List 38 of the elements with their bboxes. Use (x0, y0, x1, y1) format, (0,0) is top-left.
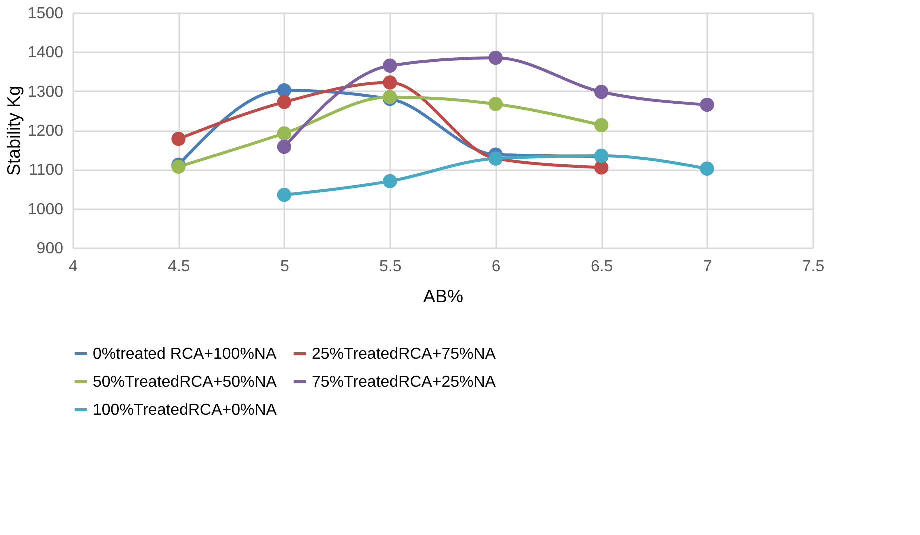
point (383, 174, 398, 188)
y-tick-label: 1200 (28, 123, 64, 140)
x-tick-label: 4.5 (168, 258, 190, 276)
x-axis-title: AB% (423, 286, 464, 306)
y-tick-label: 1500 (28, 6, 64, 22)
x-tick-label: 6 (492, 258, 501, 276)
legend-label: 100%TreatedRCA+0%NA (93, 402, 278, 419)
point (700, 162, 714, 176)
legend-label: 50%TreatedRCA+50%NA (93, 374, 278, 391)
point (594, 118, 609, 132)
point (700, 98, 714, 112)
point (277, 126, 292, 141)
point (383, 76, 398, 90)
x-tick-label: 5.5 (380, 258, 402, 276)
point (594, 85, 609, 100)
point (277, 95, 292, 110)
point (488, 97, 503, 112)
y-tick-label: 900 (36, 240, 64, 258)
point (172, 132, 186, 146)
legend-label: 25%TreatedRCA+75%NA (312, 346, 496, 363)
y-axis-title: Stability Kg (4, 86, 24, 176)
point (277, 83, 292, 98)
y-tick-label: 1000 (28, 201, 64, 218)
legend-label: 75%TreatedRCA+25%NA (312, 374, 496, 391)
legend-label: 0%treated RCA+100%NA (93, 346, 277, 363)
y-tick-label: 1100 (29, 162, 64, 180)
point (383, 58, 398, 73)
point (277, 188, 292, 202)
x-tick-label: 4 (69, 258, 78, 276)
point (277, 140, 292, 154)
x-tick-label: 7 (703, 258, 712, 276)
x-tick-label: 5 (280, 258, 290, 276)
x-tick-label: 6.5 (590, 258, 614, 276)
y-tick-label: 1300 (28, 84, 64, 101)
point (488, 50, 503, 66)
point (594, 160, 609, 175)
x-tick-label: 7.5 (802, 258, 825, 276)
y-tick-label: 1400 (28, 44, 64, 62)
